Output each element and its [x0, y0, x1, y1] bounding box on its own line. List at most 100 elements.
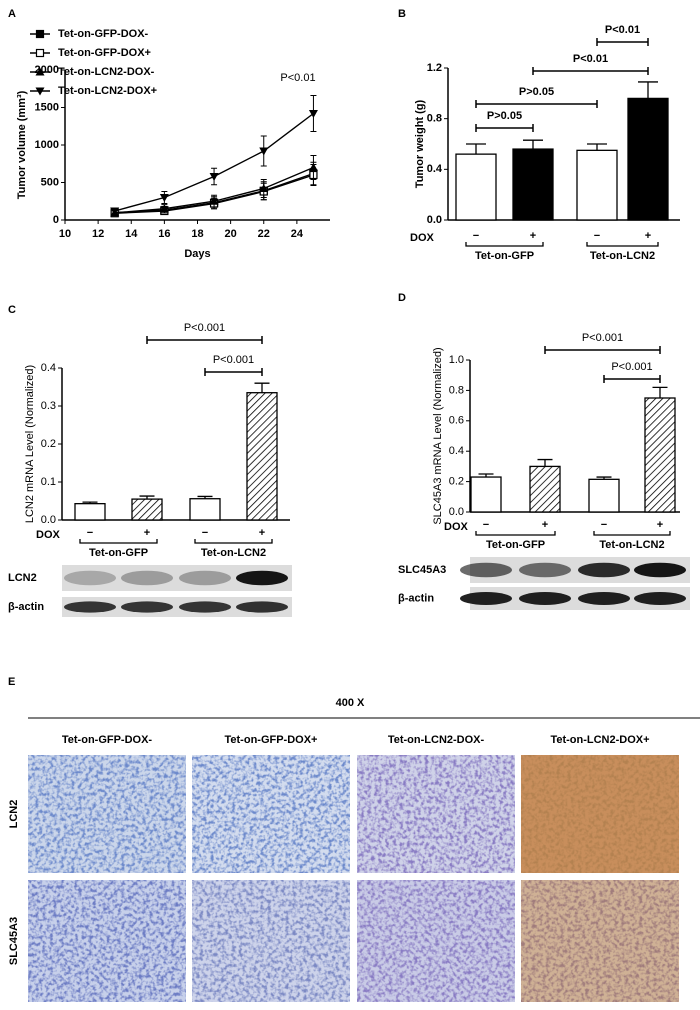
bar [588, 478, 620, 513]
ihc-texture [192, 880, 350, 1002]
y-tick-label: 1500 [35, 101, 59, 113]
x-tick-label: 18 [191, 228, 203, 240]
y-axis-label: Tumor weight (g) [414, 99, 426, 188]
dox-label: DOX [444, 521, 469, 533]
y-tick-label: 0.0 [449, 506, 464, 518]
y-tick-label: 1.2 [427, 62, 442, 74]
x-tick-label: − [594, 230, 600, 242]
error-bar [587, 143, 607, 151]
bar [74, 503, 106, 521]
legend-label: Tet-on-LCN2-DOX+ [58, 85, 157, 97]
error-bar [254, 382, 270, 393]
error-bar [652, 386, 668, 398]
y-tick-label: 0.8 [449, 384, 464, 396]
bar [246, 392, 278, 521]
panel-letter: B [398, 8, 406, 20]
significance-bracket [204, 368, 263, 376]
marker [259, 147, 269, 156]
ihc-texture [521, 755, 679, 873]
x-tick-label: 10 [59, 228, 71, 240]
bar [529, 465, 561, 513]
y-axis-label: SLC45A3 mRNA Level (Normalized) [432, 347, 444, 524]
x-tick-label: + [645, 230, 651, 242]
y-tick-label: 0.2 [449, 476, 464, 488]
y-tick-label: 0.4 [41, 362, 56, 374]
ihc-texture [28, 880, 186, 1002]
group-label: Tet-on-GFP [475, 250, 534, 262]
blot-label: β-actin [8, 601, 44, 613]
bar [470, 476, 502, 513]
marker [159, 194, 169, 202]
group-label: Tet-on-LCN2 [590, 250, 655, 262]
bar [455, 153, 497, 221]
bar [644, 397, 676, 513]
blot-band [121, 601, 173, 613]
annotation: P<0.001 [213, 354, 254, 366]
group-bracket [593, 531, 671, 536]
blot-background [62, 597, 292, 617]
y-tick-label: 500 [41, 176, 59, 188]
y-tick-label: 0.4 [449, 445, 464, 457]
legend-label: Tet-on-GFP-DOX+ [58, 47, 151, 59]
annotation: P<0.01 [605, 24, 640, 36]
panel-letter: A [8, 8, 16, 20]
x-tick-label: + [542, 519, 548, 531]
blot-band [64, 570, 116, 586]
significance-bracket [544, 346, 661, 354]
y-axis-label: Tumor volume (mm³) [16, 90, 28, 199]
group-bracket [79, 539, 158, 544]
significance-bracket [603, 375, 661, 383]
legend-label: Tet-on-LCN2-DOX- [58, 66, 155, 78]
row-label: LCN2 [8, 800, 20, 829]
x-tick-label: 22 [258, 228, 270, 240]
marker [35, 67, 45, 76]
annotation: P>0.05 [487, 110, 522, 122]
annotation: P<0.01 [573, 53, 608, 65]
significance-bracket [532, 67, 649, 75]
dox-label: DOX [410, 232, 435, 244]
ihc-texture [28, 755, 186, 873]
x-tick-label: − [601, 519, 607, 531]
blot-label: SLC45A3 [398, 564, 446, 576]
y-tick-label: 0.0 [41, 514, 56, 526]
ihc-texture [521, 880, 679, 1002]
x-tick-label: 16 [158, 228, 170, 240]
marker [209, 196, 219, 205]
blot-band [121, 570, 173, 586]
y-tick-label: 0.4 [427, 163, 443, 175]
group-bracket [465, 242, 544, 247]
y-tick-label: 1000 [35, 139, 59, 151]
significance-bracket [596, 38, 649, 46]
blot-band [519, 592, 571, 605]
blot-band [460, 562, 512, 578]
x-tick-label: 12 [92, 228, 104, 240]
blot-label: LCN2 [8, 572, 37, 584]
y-tick-label: 0.3 [41, 400, 56, 412]
ihc-texture [357, 755, 515, 873]
bar [512, 148, 554, 221]
column-label: Tet-on-GFP-DOX+ [225, 734, 318, 746]
annotation: P<0.01 [280, 72, 315, 84]
x-axis-label: Days [184, 248, 210, 260]
group-label: Tet-on-GFP [486, 539, 545, 551]
column-label: Tet-on-LCN2-DOX+ [550, 734, 649, 746]
magnification: 400 X [336, 697, 365, 709]
marker [110, 207, 120, 216]
marker [159, 204, 169, 213]
group-label: Tet-on-GFP [89, 547, 148, 559]
significance-bracket [146, 336, 263, 344]
column-label: Tet-on-GFP-DOX- [62, 734, 153, 746]
x-tick-label: − [483, 519, 489, 531]
annotation: P<0.001 [611, 361, 652, 373]
y-tick-label: 0 [53, 214, 59, 226]
x-tick-label: − [202, 527, 208, 539]
marker [209, 173, 219, 181]
marker [35, 48, 45, 58]
blot-band [578, 562, 630, 578]
group-label: Tet-on-LCN2 [201, 547, 266, 559]
marker [308, 110, 318, 118]
blot-band [519, 562, 571, 578]
blot-band [578, 592, 630, 605]
column-label: Tet-on-LCN2-DOX- [388, 734, 485, 746]
